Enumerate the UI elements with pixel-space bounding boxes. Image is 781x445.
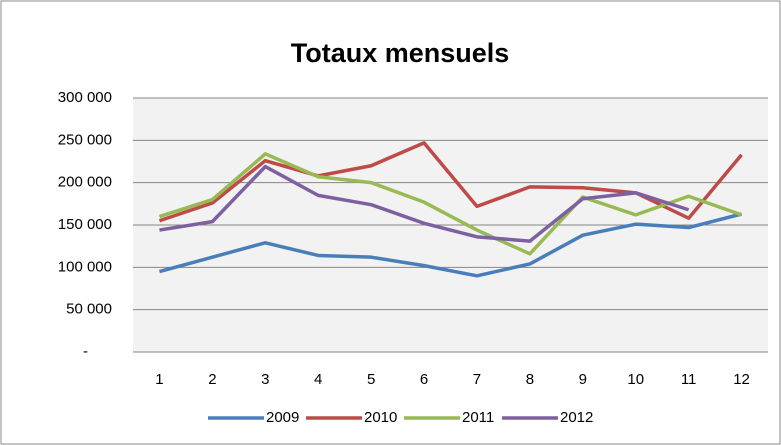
y-tick-label: 150 000 <box>58 216 112 233</box>
x-tick-label: 3 <box>261 371 269 388</box>
legend-label: 2010 <box>364 409 397 426</box>
y-tick-label: 200 000 <box>58 174 112 191</box>
y-tick-label: 100 000 <box>58 258 112 275</box>
x-tick-label: 4 <box>314 371 322 388</box>
y-tick-label: - <box>83 343 88 360</box>
x-tick-label: 7 <box>473 371 481 388</box>
x-tick-label: 6 <box>420 371 428 388</box>
x-tick-label: 11 <box>681 371 697 388</box>
y-tick-label: 300 000 <box>58 89 112 106</box>
legend-label: 2009 <box>266 409 299 426</box>
x-tick-label: 2 <box>208 371 216 388</box>
x-tick-label: 1 <box>155 371 163 388</box>
series-line <box>158 152 743 256</box>
y-tick-label: 50 000 <box>66 301 112 318</box>
y-tick-label: 250 000 <box>58 131 112 148</box>
x-tick-label: 8 <box>526 371 534 388</box>
series-line <box>158 212 742 278</box>
series-line <box>159 164 690 243</box>
x-tick-label: 10 <box>627 371 644 388</box>
chart-title: Totaux mensuels <box>291 38 510 68</box>
x-tick-label: 12 <box>733 371 750 388</box>
legend-label: 2011 <box>462 409 494 426</box>
legend-label: 2012 <box>560 409 593 426</box>
x-tick-label: 5 <box>367 371 375 388</box>
x-tick-label: 9 <box>579 371 587 388</box>
